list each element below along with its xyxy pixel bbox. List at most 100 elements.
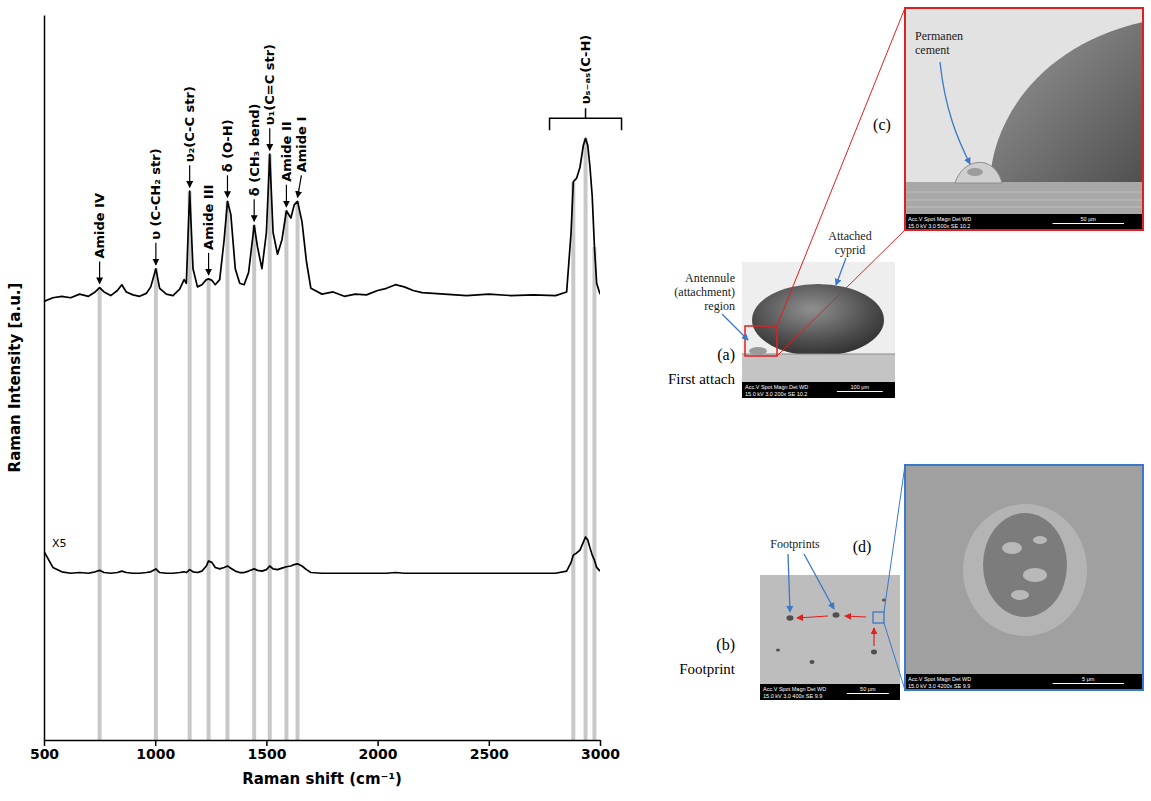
annotation: υ₂(C-C str) [182, 86, 197, 187]
annotation: υₛ₋ₐₛ(C-H) [550, 35, 622, 131]
cyprid-body [990, 22, 1143, 182]
x-axis-title: Raman shift (cm⁻¹) [242, 770, 402, 788]
annotation-label: Amide III [201, 185, 216, 250]
reference-line [252, 225, 256, 740]
image-info: Acc.V Spot Magn Det WD [908, 676, 971, 682]
substrate [905, 182, 1143, 214]
substrate-texture [905, 200, 1143, 201]
panel-caption: Footprint [679, 661, 736, 677]
track-arrow [845, 616, 866, 617]
plot-area [44, 138, 600, 740]
spectrum-line [44, 138, 600, 301]
sem-image [905, 8, 1143, 230]
series-label: X5 [52, 537, 67, 550]
zoom-connector [777, 8, 905, 326]
panel-a: Acc.V Spot Magn Det WD15.0 kV 3.0 200x S… [668, 229, 895, 398]
reference-line [268, 154, 272, 740]
inset-frame [905, 465, 1143, 690]
annotation-arrow [208, 253, 209, 275]
x-tick: 3000 [581, 740, 620, 762]
annotation-label: Amide II [279, 121, 294, 181]
annotation-label: δ (CH₃ bend) [247, 104, 262, 197]
sem-image [905, 465, 1143, 690]
image-background [742, 262, 895, 398]
panel-c: Acc.V Spot Magn Det WD15.0 kV 3.0 500x S… [873, 8, 1143, 230]
annotation-arrow [155, 243, 156, 265]
label-arrow [836, 258, 846, 285]
scale-bar [905, 674, 1143, 690]
image-background [760, 575, 900, 700]
image-info: 15.0 kV 3.0 500x SE 10.2 [908, 223, 970, 229]
scale-bar-line [1053, 223, 1124, 224]
image-info: 15.0 kV 3.0 4200x SE 9.9 [908, 683, 970, 689]
reference-line [225, 201, 229, 740]
scale-bar [742, 382, 895, 398]
panel-letter: (b) [716, 636, 735, 654]
annotation: δ (CH₃ bend) [247, 104, 262, 222]
scale-bar-label: 50 μm [860, 686, 876, 692]
reference-line [188, 191, 192, 740]
inset-frame [905, 8, 1143, 230]
panel-caption: First attach [668, 371, 736, 387]
panel-letter: (a) [717, 346, 735, 364]
reference-line [296, 201, 300, 740]
scale-bar-label: 100 μm [851, 384, 870, 390]
footprint-texture [1002, 542, 1022, 554]
annotation-arrow [99, 262, 100, 284]
annotation-label: υₛ₋ₐₛ(C-H) [578, 35, 593, 105]
annotation-arrow [269, 128, 270, 150]
footprint-spot [810, 660, 815, 664]
reference-line [284, 211, 288, 740]
annotation: δ (O-H) [220, 119, 235, 197]
annotation-label: δ (O-H) [220, 119, 235, 172]
substrate-texture [905, 192, 1143, 193]
x-tick-label: 500 [30, 746, 59, 762]
substrate [742, 354, 895, 384]
x-tick-label: 2500 [470, 746, 509, 762]
annotation-arrow [189, 165, 190, 187]
footprint-spot [871, 650, 877, 655]
annotation-arrow [254, 199, 255, 221]
x-tick: 2000 [359, 740, 398, 762]
label-arrow [788, 554, 790, 612]
cyprid [752, 284, 884, 356]
substrate-texture [905, 207, 1143, 208]
x-tick-label: 1000 [136, 746, 175, 762]
reference-line [584, 138, 588, 740]
panel-letter: (d) [853, 538, 872, 556]
x-tick-label: 2000 [359, 746, 398, 762]
track-arrow [873, 628, 874, 646]
scale-bar-label: 5 μm [1082, 676, 1095, 682]
footprint [983, 513, 1067, 617]
x-tick-label: 1500 [247, 746, 286, 762]
annotation: υ (C-CH₂ str) [148, 148, 163, 264]
x-tick: 1000 [136, 740, 175, 762]
label-arrow [804, 554, 834, 609]
annotations: Amide IVυ (C-CH₂ str)υ₂(C-C str)Amide II… [92, 35, 621, 284]
panel-label: Permanencement [915, 29, 963, 57]
annotation-label: Amide I [294, 117, 309, 173]
footprint-spot [833, 612, 840, 618]
x-tick-label: 3000 [581, 746, 620, 762]
annotation: υ₁(C=C str) [262, 44, 277, 150]
reference-line [571, 182, 575, 740]
antennule [749, 347, 767, 355]
footprint-spot [776, 648, 780, 651]
footprint-spot [787, 615, 794, 621]
footprint-texture [1033, 536, 1047, 544]
sem-image [760, 575, 900, 700]
cement-texture [967, 168, 983, 176]
scale-bar [905, 214, 1143, 230]
annotation-arrow [227, 175, 228, 197]
x-tick: 1500 [247, 740, 286, 762]
footprint-halo [963, 504, 1087, 636]
image-info: 15.0 kV 3.0 200x SE 10.2 [745, 391, 807, 397]
zoom-box [873, 612, 884, 623]
annotation-bracket [550, 108, 622, 130]
sem-image [742, 262, 895, 398]
scale-bar [760, 684, 900, 700]
zoom-connector [777, 230, 905, 356]
panel-label: Attachedcyprid [828, 229, 871, 257]
panel-label: Footprints [770, 537, 820, 551]
footprint-texture [1023, 568, 1047, 582]
